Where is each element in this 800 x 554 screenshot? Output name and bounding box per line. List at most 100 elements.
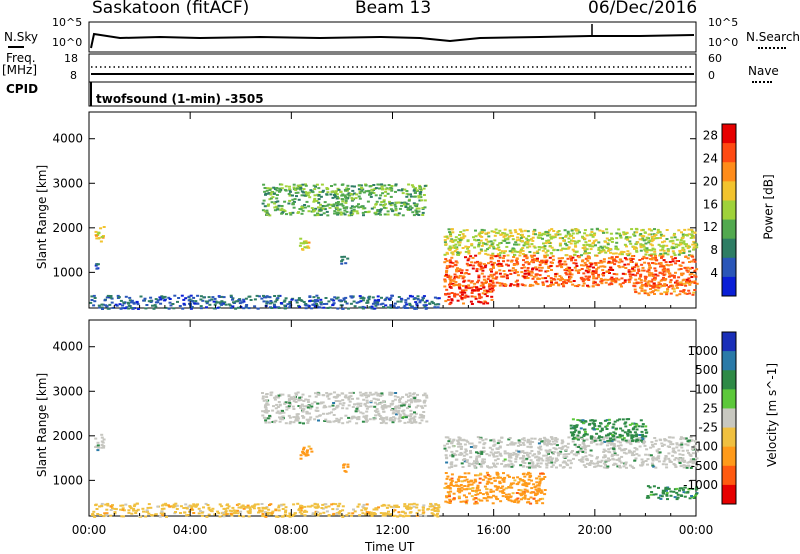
echo-cell bbox=[381, 405, 385, 408]
echo-cell bbox=[341, 505, 345, 508]
echo-cell bbox=[271, 409, 275, 412]
echo-cell bbox=[362, 398, 366, 401]
echo-cell bbox=[509, 499, 513, 502]
echo-cell bbox=[282, 300, 286, 303]
echo-cell bbox=[358, 306, 362, 309]
echo-cell bbox=[345, 210, 349, 213]
echo-cell bbox=[279, 393, 283, 396]
echo-cell bbox=[344, 201, 348, 204]
echo-cell bbox=[310, 504, 314, 507]
echo-cell bbox=[488, 478, 492, 481]
echo-cell bbox=[666, 250, 670, 253]
echo-cell bbox=[385, 416, 389, 419]
echo-cell bbox=[447, 440, 451, 443]
echo-cell bbox=[482, 229, 486, 232]
echo-cell bbox=[527, 482, 531, 485]
echo-cell bbox=[645, 257, 649, 260]
echo-cell bbox=[390, 409, 393, 412]
echo-cell bbox=[494, 485, 498, 488]
echo-cell bbox=[207, 506, 211, 509]
echo-cell bbox=[587, 279, 591, 281]
echo-cell bbox=[462, 302, 465, 305]
echo-cell bbox=[510, 250, 514, 252]
echo-cell bbox=[542, 436, 546, 439]
echo-cell bbox=[646, 463, 649, 466]
echo-cell bbox=[519, 249, 523, 252]
echo-cell bbox=[640, 229, 644, 232]
echo-cell bbox=[622, 231, 626, 234]
echo-cell bbox=[534, 488, 538, 491]
echo-cell bbox=[262, 300, 266, 303]
echo-cell bbox=[329, 193, 333, 196]
echo-cell bbox=[353, 305, 357, 308]
echo-cell bbox=[477, 452, 481, 455]
echo-cell bbox=[300, 212, 304, 215]
echo-cell bbox=[192, 296, 196, 299]
echo-cell bbox=[397, 201, 401, 204]
echo-cell bbox=[526, 246, 530, 249]
echo-cell bbox=[467, 465, 471, 467]
echo-cell bbox=[562, 460, 566, 463]
echo-cell bbox=[581, 280, 585, 283]
echo-cell bbox=[353, 205, 356, 208]
echo-cell bbox=[106, 502, 110, 505]
echo-cell bbox=[648, 228, 652, 231]
echo-cell bbox=[486, 496, 490, 499]
echo-cell bbox=[359, 411, 363, 414]
echo-cell bbox=[341, 515, 345, 518]
echo-cell bbox=[578, 459, 582, 461]
echo-cell bbox=[446, 475, 450, 478]
echo-cell bbox=[677, 276, 681, 279]
echo-cell bbox=[520, 498, 523, 501]
echo-cell bbox=[491, 280, 495, 283]
echo-cell bbox=[584, 455, 588, 458]
echo-cell bbox=[581, 419, 585, 422]
echo-cell bbox=[288, 512, 292, 515]
echo-cell bbox=[535, 481, 539, 484]
echo-cell bbox=[505, 233, 509, 236]
echo-cell bbox=[380, 296, 383, 299]
echo-cell bbox=[508, 475, 511, 478]
echo-cell bbox=[674, 281, 677, 284]
echo-cell bbox=[545, 444, 549, 447]
echo-cell bbox=[481, 478, 485, 481]
echo-cell bbox=[491, 289, 495, 292]
echo-cell bbox=[494, 272, 498, 275]
echo-cell bbox=[270, 301, 274, 304]
echo-cell bbox=[597, 248, 601, 251]
echo-cell bbox=[327, 203, 331, 206]
echo-cell bbox=[463, 485, 467, 487]
echo-cell bbox=[530, 260, 534, 263]
echo-cell bbox=[692, 246, 696, 249]
echo-cell bbox=[422, 304, 426, 307]
echo-cell bbox=[274, 300, 278, 303]
echo-cell bbox=[690, 260, 694, 263]
echo-cell bbox=[261, 392, 264, 394]
echo-cell bbox=[419, 299, 423, 302]
cpid-label: CPID bbox=[6, 82, 39, 96]
echo-cell bbox=[503, 283, 507, 286]
echo-cell bbox=[524, 261, 528, 264]
echo-cell bbox=[307, 210, 311, 213]
echo-cell bbox=[316, 511, 320, 514]
echo-cell bbox=[517, 450, 521, 453]
echo-cell bbox=[654, 439, 658, 442]
echo-cell bbox=[280, 417, 284, 420]
echo-cell bbox=[246, 510, 250, 513]
echo-cell bbox=[436, 508, 440, 511]
echo-cell bbox=[522, 459, 526, 462]
echo-cell bbox=[346, 463, 350, 466]
echo-cell bbox=[213, 297, 217, 300]
echo-cell bbox=[567, 247, 570, 250]
echo-cell bbox=[658, 237, 662, 239]
echo-cell bbox=[535, 268, 539, 271]
echo-cell bbox=[278, 187, 282, 190]
echo-cell bbox=[123, 307, 127, 310]
echo-cell bbox=[294, 392, 298, 395]
echo-cell bbox=[371, 296, 375, 299]
echo-cell bbox=[641, 228, 645, 231]
echo-cell bbox=[550, 281, 553, 284]
echo-cell bbox=[511, 267, 515, 270]
echo-cell bbox=[491, 245, 495, 248]
echo-cell bbox=[643, 231, 647, 234]
